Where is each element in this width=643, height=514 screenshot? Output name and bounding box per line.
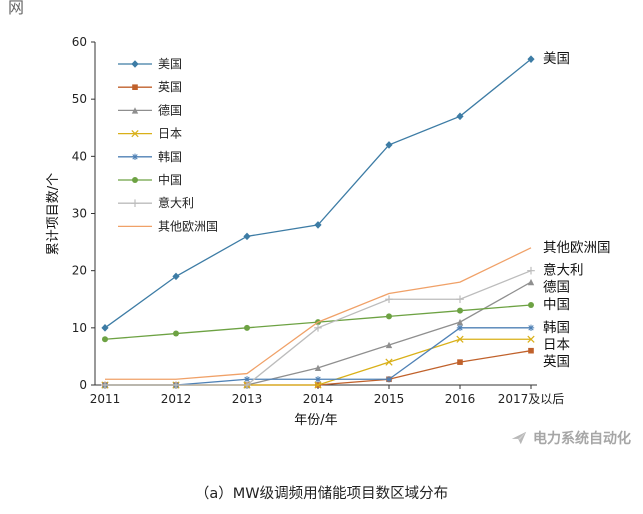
x-axis-title: 年份/年 [294, 413, 337, 428]
x-tick-label: 2013 [232, 392, 263, 406]
series-end-label: 英国 [543, 353, 570, 370]
series-line-plus [101, 266, 535, 389]
x-tick-label: 2015 [374, 392, 405, 406]
x-tick-label: 2016 [445, 392, 476, 406]
y-tick-label: 20 [72, 264, 87, 278]
y-tick-label: 10 [72, 321, 87, 335]
series-line-diamond [101, 55, 535, 332]
line-chart: 累计项目数/个 年份/年 0 10 20 30 40 50 60 2011 2012 2013 20… [46, 35, 611, 428]
series-end-label: 韩国 [543, 320, 570, 336]
legend-label: 意大利 [158, 195, 194, 210]
legend-label: 中国 [158, 172, 182, 187]
legend-label: 德国 [158, 102, 182, 117]
series-end-label: 德国 [543, 280, 570, 296]
y-axis-title: 累计项目数/个 [46, 173, 61, 255]
watermark: 电力系统自动化 [510, 428, 631, 448]
x-tick-label: 2017及以后 [498, 392, 565, 406]
figure-caption: （a）MW级调频用储能项目数区域分布 [194, 486, 449, 502]
chart-area: 累计项目数/个 年份/年 0 10 20 30 40 50 60 2011 2012 2013 20… [46, 35, 611, 428]
legend-label: 日本 [158, 127, 182, 141]
axes: 0 10 20 30 40 50 60 2011 2012 2013 2014 2015 2016 201… [72, 35, 565, 406]
legend-label: 韩国 [158, 149, 182, 164]
y-tick-label: 40 [72, 149, 87, 163]
series-end-label: 日本 [543, 337, 571, 353]
x-tick-label: 2012 [161, 392, 192, 406]
corner-cropped-text: 网 [8, 0, 25, 17]
watermark-logo-icon [510, 429, 528, 447]
series-end-label: 其他欧洲国 [543, 240, 611, 256]
x-tick-label: 2014 [303, 392, 334, 406]
y-tick-label: 50 [72, 92, 87, 106]
legend-label: 其他欧洲国 [158, 219, 218, 233]
legend-label: 美国 [158, 57, 182, 71]
series-end-label: 中国 [543, 297, 570, 313]
series-end-label: 美国 [543, 51, 570, 67]
y-tick-label: 30 [72, 207, 87, 221]
y-tick-label: 60 [72, 35, 87, 49]
watermark-text: 电力系统自动化 [533, 431, 631, 447]
x-tick-label: 2011 [90, 392, 121, 406]
legend-label: 英国 [158, 80, 182, 94]
y-tick-label: 0 [79, 378, 87, 392]
series-line-none [105, 247, 532, 380]
series-end-label: 意大利 [543, 262, 584, 279]
